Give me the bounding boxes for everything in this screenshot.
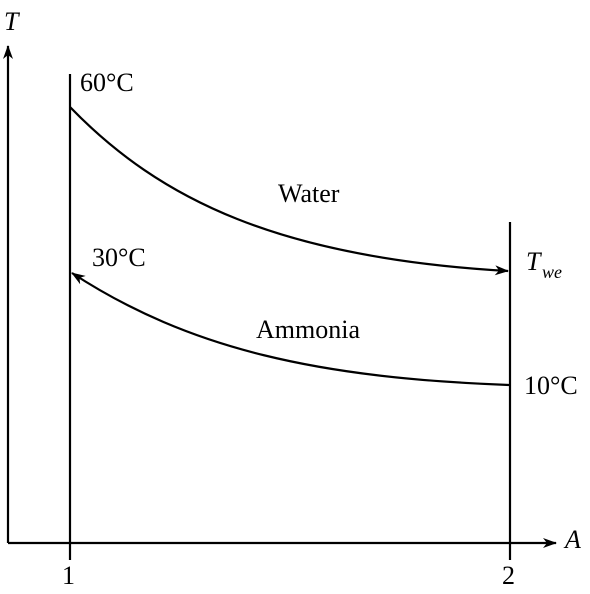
x-tick-1: 1 [62,561,75,590]
water-outlet-temp-symbol: T [526,247,542,276]
x-tick-2: 2 [502,561,515,590]
water-curve [69,106,509,276]
y-axis-label: T [4,7,20,36]
ammonia-label: Ammonia [256,315,360,344]
x-axis-label: A [563,525,581,554]
ammonia-outlet-temp: 30°C [92,243,146,272]
ammonia-curve [71,272,511,387]
water-outlet-temp-subscript: we [542,262,562,282]
ammonia-inlet-temp: 10°C [524,371,578,400]
water-inlet-temp: 60°C [80,68,134,97]
water-label: Water [278,179,340,208]
